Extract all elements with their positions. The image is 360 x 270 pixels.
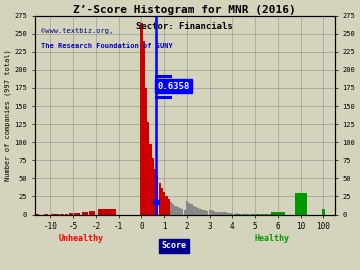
Bar bbox=[188, 203, 190, 215]
Bar bbox=[247, 214, 249, 215]
Bar bbox=[154, 169, 156, 215]
Bar bbox=[199, 209, 202, 215]
Bar bbox=[208, 210, 211, 215]
Bar bbox=[147, 122, 149, 215]
Text: 0.6358: 0.6358 bbox=[158, 82, 190, 91]
Bar bbox=[254, 214, 256, 215]
Text: The Research Foundation of SUNY: The Research Foundation of SUNY bbox=[41, 42, 172, 49]
Bar bbox=[74, 213, 80, 215]
Bar bbox=[243, 214, 245, 215]
Bar bbox=[190, 204, 193, 215]
Bar bbox=[98, 209, 116, 215]
Bar bbox=[263, 214, 265, 215]
Bar bbox=[165, 196, 167, 215]
Bar bbox=[69, 213, 73, 215]
Text: Healthy: Healthy bbox=[255, 234, 290, 244]
Bar bbox=[158, 183, 161, 215]
Bar bbox=[322, 209, 325, 215]
Bar bbox=[163, 192, 165, 215]
Bar bbox=[231, 213, 234, 215]
Bar bbox=[181, 209, 184, 215]
Bar bbox=[179, 208, 181, 215]
Bar bbox=[245, 214, 247, 215]
Bar bbox=[175, 206, 177, 215]
Bar bbox=[140, 23, 143, 215]
Bar bbox=[238, 214, 240, 215]
Bar bbox=[213, 211, 215, 215]
Bar bbox=[261, 214, 263, 215]
Bar bbox=[222, 212, 224, 215]
Bar bbox=[195, 207, 197, 215]
Bar bbox=[64, 214, 68, 215]
Bar bbox=[156, 176, 158, 215]
Bar bbox=[229, 213, 231, 215]
Bar bbox=[177, 207, 179, 215]
Bar bbox=[256, 214, 258, 215]
Bar bbox=[215, 212, 217, 215]
Bar bbox=[55, 214, 59, 215]
Bar bbox=[234, 214, 236, 215]
Bar bbox=[225, 212, 227, 215]
Bar bbox=[249, 214, 252, 215]
Bar bbox=[81, 212, 87, 215]
Bar bbox=[268, 214, 270, 215]
Bar bbox=[197, 208, 199, 215]
Bar bbox=[275, 214, 277, 215]
Bar bbox=[152, 158, 154, 215]
Bar bbox=[145, 88, 147, 215]
Bar bbox=[51, 214, 55, 215]
Bar bbox=[161, 188, 163, 215]
Bar bbox=[143, 41, 145, 215]
Bar bbox=[295, 193, 307, 215]
Text: Score: Score bbox=[162, 241, 186, 250]
Bar bbox=[149, 144, 152, 215]
Bar bbox=[211, 210, 213, 215]
Bar bbox=[218, 212, 220, 215]
Bar bbox=[172, 204, 174, 215]
Text: Sector: Financials: Sector: Financials bbox=[136, 22, 233, 31]
Bar bbox=[44, 214, 48, 215]
Bar bbox=[204, 210, 206, 215]
Text: ©www.textbiz.org,: ©www.textbiz.org, bbox=[41, 28, 113, 33]
Bar bbox=[202, 210, 204, 215]
Bar bbox=[35, 214, 39, 215]
Text: Unhealthy: Unhealthy bbox=[59, 234, 104, 244]
Bar bbox=[60, 214, 64, 215]
Bar bbox=[206, 211, 208, 215]
Bar bbox=[89, 211, 95, 215]
Bar bbox=[236, 213, 238, 215]
Bar bbox=[170, 202, 172, 215]
Bar bbox=[270, 214, 272, 215]
Y-axis label: Number of companies (997 total): Number of companies (997 total) bbox=[5, 49, 12, 181]
Bar bbox=[168, 199, 170, 215]
Bar bbox=[240, 214, 243, 215]
Bar bbox=[227, 213, 229, 215]
Bar bbox=[258, 214, 261, 215]
Bar bbox=[186, 201, 188, 215]
Bar bbox=[265, 214, 267, 215]
Bar bbox=[184, 210, 186, 215]
Bar bbox=[271, 212, 285, 215]
Bar bbox=[193, 206, 195, 215]
Title: Z’-Score Histogram for MNR (2016): Z’-Score Histogram for MNR (2016) bbox=[73, 5, 296, 15]
Bar bbox=[220, 212, 222, 215]
Bar bbox=[252, 214, 254, 215]
